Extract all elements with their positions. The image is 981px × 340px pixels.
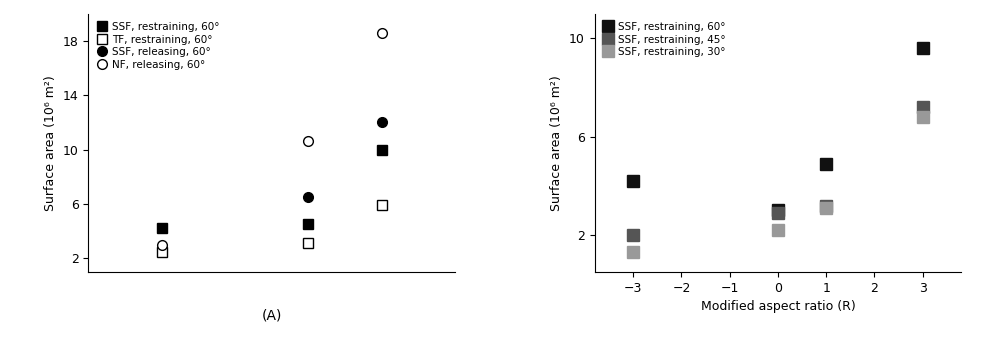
Line: SSF, restraining, 30°: SSF, restraining, 30° xyxy=(628,112,928,258)
SSF, restraining, 45° xyxy=(820,204,832,208)
NF, releasing, 60° xyxy=(302,139,314,143)
TF, restraining, 60° xyxy=(302,241,314,245)
Legend: SSF, restraining, 60°, TF, restraining, 60°, SSF, releasing, 60°, NF, releasing,: SSF, restraining, 60°, TF, restraining, … xyxy=(93,19,223,73)
Y-axis label: Surface area (10⁶ m²): Surface area (10⁶ m²) xyxy=(44,75,57,211)
Legend: SSF, restraining, 60°, SSF, restraining, 45°, SSF, restraining, 30°: SSF, restraining, 60°, SSF, restraining,… xyxy=(599,19,729,60)
Line: TF, restraining, 60°: TF, restraining, 60° xyxy=(157,201,387,256)
SSF, restraining, 60° xyxy=(772,208,784,212)
SSF, restraining, 30° xyxy=(772,228,784,232)
Line: SSF, releasing, 60°: SSF, releasing, 60° xyxy=(303,118,387,202)
SSF, restraining, 45° xyxy=(627,233,639,237)
SSF, restraining, 60° xyxy=(820,162,832,166)
Line: SSF, restraining, 45°: SSF, restraining, 45° xyxy=(628,102,928,241)
TF, restraining, 60° xyxy=(376,203,387,207)
X-axis label: Modified aspect ratio (R): Modified aspect ratio (R) xyxy=(700,300,855,313)
SSF, restraining, 45° xyxy=(917,105,929,109)
SSF, restraining, 30° xyxy=(917,115,929,119)
SSF, restraining, 30° xyxy=(627,250,639,254)
Text: (A): (A) xyxy=(262,308,282,322)
SSF, restraining, 60° xyxy=(302,222,314,226)
SSF, restraining, 60° xyxy=(917,46,929,50)
TF, restraining, 60° xyxy=(156,250,168,254)
SSF, restraining, 45° xyxy=(772,211,784,215)
SSF, restraining, 60° xyxy=(376,148,387,152)
SSF, restraining, 30° xyxy=(820,206,832,210)
NF, releasing, 60° xyxy=(156,243,168,247)
Y-axis label: Surface area (10⁶ m²): Surface area (10⁶ m²) xyxy=(550,75,563,211)
SSF, restraining, 60° xyxy=(156,226,168,231)
Line: NF, releasing, 60°: NF, releasing, 60° xyxy=(157,28,387,250)
Line: SSF, restraining, 60°: SSF, restraining, 60° xyxy=(628,42,928,216)
Line: SSF, restraining, 60°: SSF, restraining, 60° xyxy=(157,145,387,233)
NF, releasing, 60° xyxy=(376,31,387,35)
SSF, releasing, 60° xyxy=(302,195,314,199)
SSF, restraining, 60° xyxy=(627,179,639,183)
SSF, releasing, 60° xyxy=(376,120,387,124)
